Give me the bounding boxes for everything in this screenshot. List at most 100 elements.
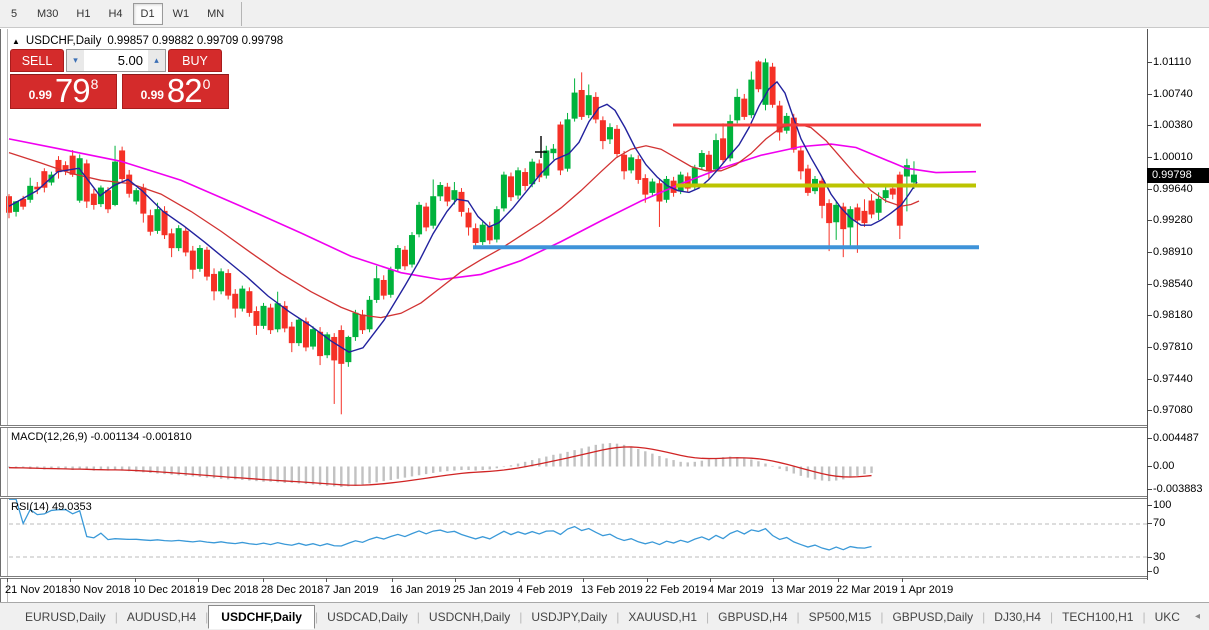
- candle-body: [430, 196, 437, 226]
- chart-tab-usdchf-daily[interactable]: USDCHF,Daily: [208, 604, 315, 629]
- chart-tab-usdcad-daily[interactable]: USDCAD,Daily: [327, 609, 408, 624]
- sell-price-tile[interactable]: 0.99 79 8: [10, 74, 117, 109]
- chart-tab-usdjpy-daily[interactable]: USDJPY,Daily: [531, 609, 608, 624]
- candle-body: [324, 334, 331, 356]
- candle-body: [486, 226, 493, 241]
- chart-tab-ukc[interactable]: UKC: [1154, 609, 1180, 624]
- date-axis-label: 7 Jan 2019: [324, 584, 379, 596]
- price-axis-tick: [1147, 125, 1152, 126]
- candle-body: [642, 178, 649, 195]
- macd-axis-tick: [1147, 438, 1152, 439]
- timeframe-button-h4[interactable]: H4: [108, 7, 123, 20]
- date-axis-label: 4 Mar 2019: [708, 584, 764, 596]
- candle-body: [861, 210, 868, 224]
- macd-axis-tick: [1147, 466, 1152, 467]
- timeframe-button-w1[interactable]: W1: [172, 7, 190, 20]
- chart-tab-dj30-h4[interactable]: DJ30,H4: [994, 609, 1041, 624]
- chart-tab-usdcnh-daily[interactable]: USDCNH,Daily: [428, 609, 511, 624]
- macd-axis-tick: [1147, 489, 1152, 490]
- candle-body: [161, 210, 168, 236]
- chart-tab-xauusd-h1[interactable]: XAUUSD,H1: [628, 609, 698, 624]
- price-axis-label: 0.98540: [1153, 278, 1193, 290]
- candle-body: [826, 203, 833, 224]
- candle-body: [515, 170, 522, 196]
- rsi-axis-label: 100: [1153, 499, 1172, 511]
- candle-body: [380, 279, 387, 296]
- timeframe-button-m30[interactable]: M30: [37, 7, 59, 20]
- candle-body: [253, 311, 260, 326]
- volume-increase-button[interactable]: ▴: [148, 50, 165, 71]
- chart-window: ▲ USDCHF,Daily 0.99857 0.99882 0.99709 0…: [0, 29, 1209, 602]
- timeframe-button-d1[interactable]: D1: [132, 2, 163, 25]
- volume-stepper: ▾ ▴: [66, 49, 166, 72]
- candle-body: [267, 307, 274, 331]
- collapse-triangle-icon[interactable]: ▲: [12, 36, 20, 46]
- rsi-axis-label: 30: [1153, 551, 1166, 563]
- candle-body: [104, 190, 111, 210]
- price-axis-tick: [1147, 157, 1152, 158]
- tab-separator: |: [982, 609, 986, 624]
- sell-button[interactable]: SELL: [10, 49, 64, 72]
- chart-tab-tech100-h1[interactable]: TECH100,H1: [1062, 609, 1134, 624]
- chart-tab-gbpusd-daily[interactable]: GBPUSD,Daily: [892, 609, 974, 624]
- date-axis-label: 22 Feb 2019: [645, 584, 707, 596]
- chart-tab-gbpusd-h4[interactable]: GBPUSD,H4: [718, 609, 788, 624]
- candle-body: [720, 138, 727, 161]
- candle-body: [408, 235, 415, 265]
- chart-tab-sp500-m15[interactable]: SP500,M15: [808, 609, 872, 624]
- chart-tab-audusd-h4[interactable]: AUDUSD,H4: [126, 609, 197, 624]
- candle-body: [232, 293, 239, 309]
- timeframe-button-h1[interactable]: H1: [76, 7, 91, 20]
- candle-body: [840, 206, 847, 230]
- timeframe-button-5[interactable]: 5: [10, 7, 18, 20]
- candle-body: [182, 230, 189, 253]
- candle-body: [331, 336, 338, 361]
- price-axis-tick: [1147, 220, 1152, 221]
- candle-body: [472, 228, 479, 243]
- candle-body: [875, 198, 882, 213]
- candle-body: [310, 329, 317, 347]
- tab-scroll-left-icon[interactable]: ◂: [1194, 611, 1200, 622]
- rsi-axis-label: 0: [1153, 565, 1160, 577]
- price-axis-label: 0.97080: [1153, 404, 1193, 416]
- price-macd-separator[interactable]: [0, 425, 1147, 428]
- candle-body: [48, 174, 55, 183]
- tab-separator: |: [880, 609, 884, 624]
- price-axis-tick: [1147, 315, 1152, 316]
- candle-body: [119, 150, 126, 180]
- candle-body: [741, 98, 748, 117]
- volume-input[interactable]: [84, 50, 148, 71]
- chart-tab-eurusd-daily[interactable]: EURUSD,Daily: [25, 609, 106, 624]
- buy-button[interactable]: BUY: [168, 49, 222, 72]
- candle-body: [373, 278, 380, 300]
- macd-axis-label: 0.004487: [1153, 432, 1199, 444]
- date-axis-label: 21 Nov 2018: [5, 584, 68, 596]
- timeframe-button-mn[interactable]: MN: [207, 7, 225, 20]
- candle-body: [458, 191, 465, 212]
- macd-indicator-label: MACD(12,26,9) -0.001134 -0.001810: [11, 431, 192, 443]
- candle-body: [239, 288, 246, 309]
- candle-body: [854, 207, 861, 221]
- candle-body: [112, 161, 119, 205]
- candle-body: [437, 184, 444, 197]
- rsi-indicator-label: RSI(14) 49.0353: [11, 501, 92, 513]
- macd-axis-label: -0.003883: [1153, 483, 1203, 495]
- volume-decrease-button[interactable]: ▾: [67, 50, 84, 71]
- tab-separator: |: [796, 609, 800, 624]
- tab-separator: |: [616, 609, 620, 624]
- chart-canvas[interactable]: [1, 29, 1209, 602]
- date-axis-label: 4 Feb 2019: [517, 584, 573, 596]
- tab-separator: |: [706, 609, 710, 624]
- candle-body: [451, 190, 458, 200]
- ma-fast-blue-line: [8, 80, 918, 353]
- candle-body: [196, 248, 203, 269]
- candle-body: [621, 154, 628, 172]
- candle-body: [804, 168, 811, 193]
- tab-separator: |: [416, 609, 420, 624]
- candle-body: [557, 124, 564, 171]
- macd-rsi-separator[interactable]: [0, 496, 1147, 499]
- buy-price-tile[interactable]: 0.99 82 0: [122, 74, 229, 109]
- candle-body: [302, 321, 309, 348]
- candle-body: [211, 273, 218, 292]
